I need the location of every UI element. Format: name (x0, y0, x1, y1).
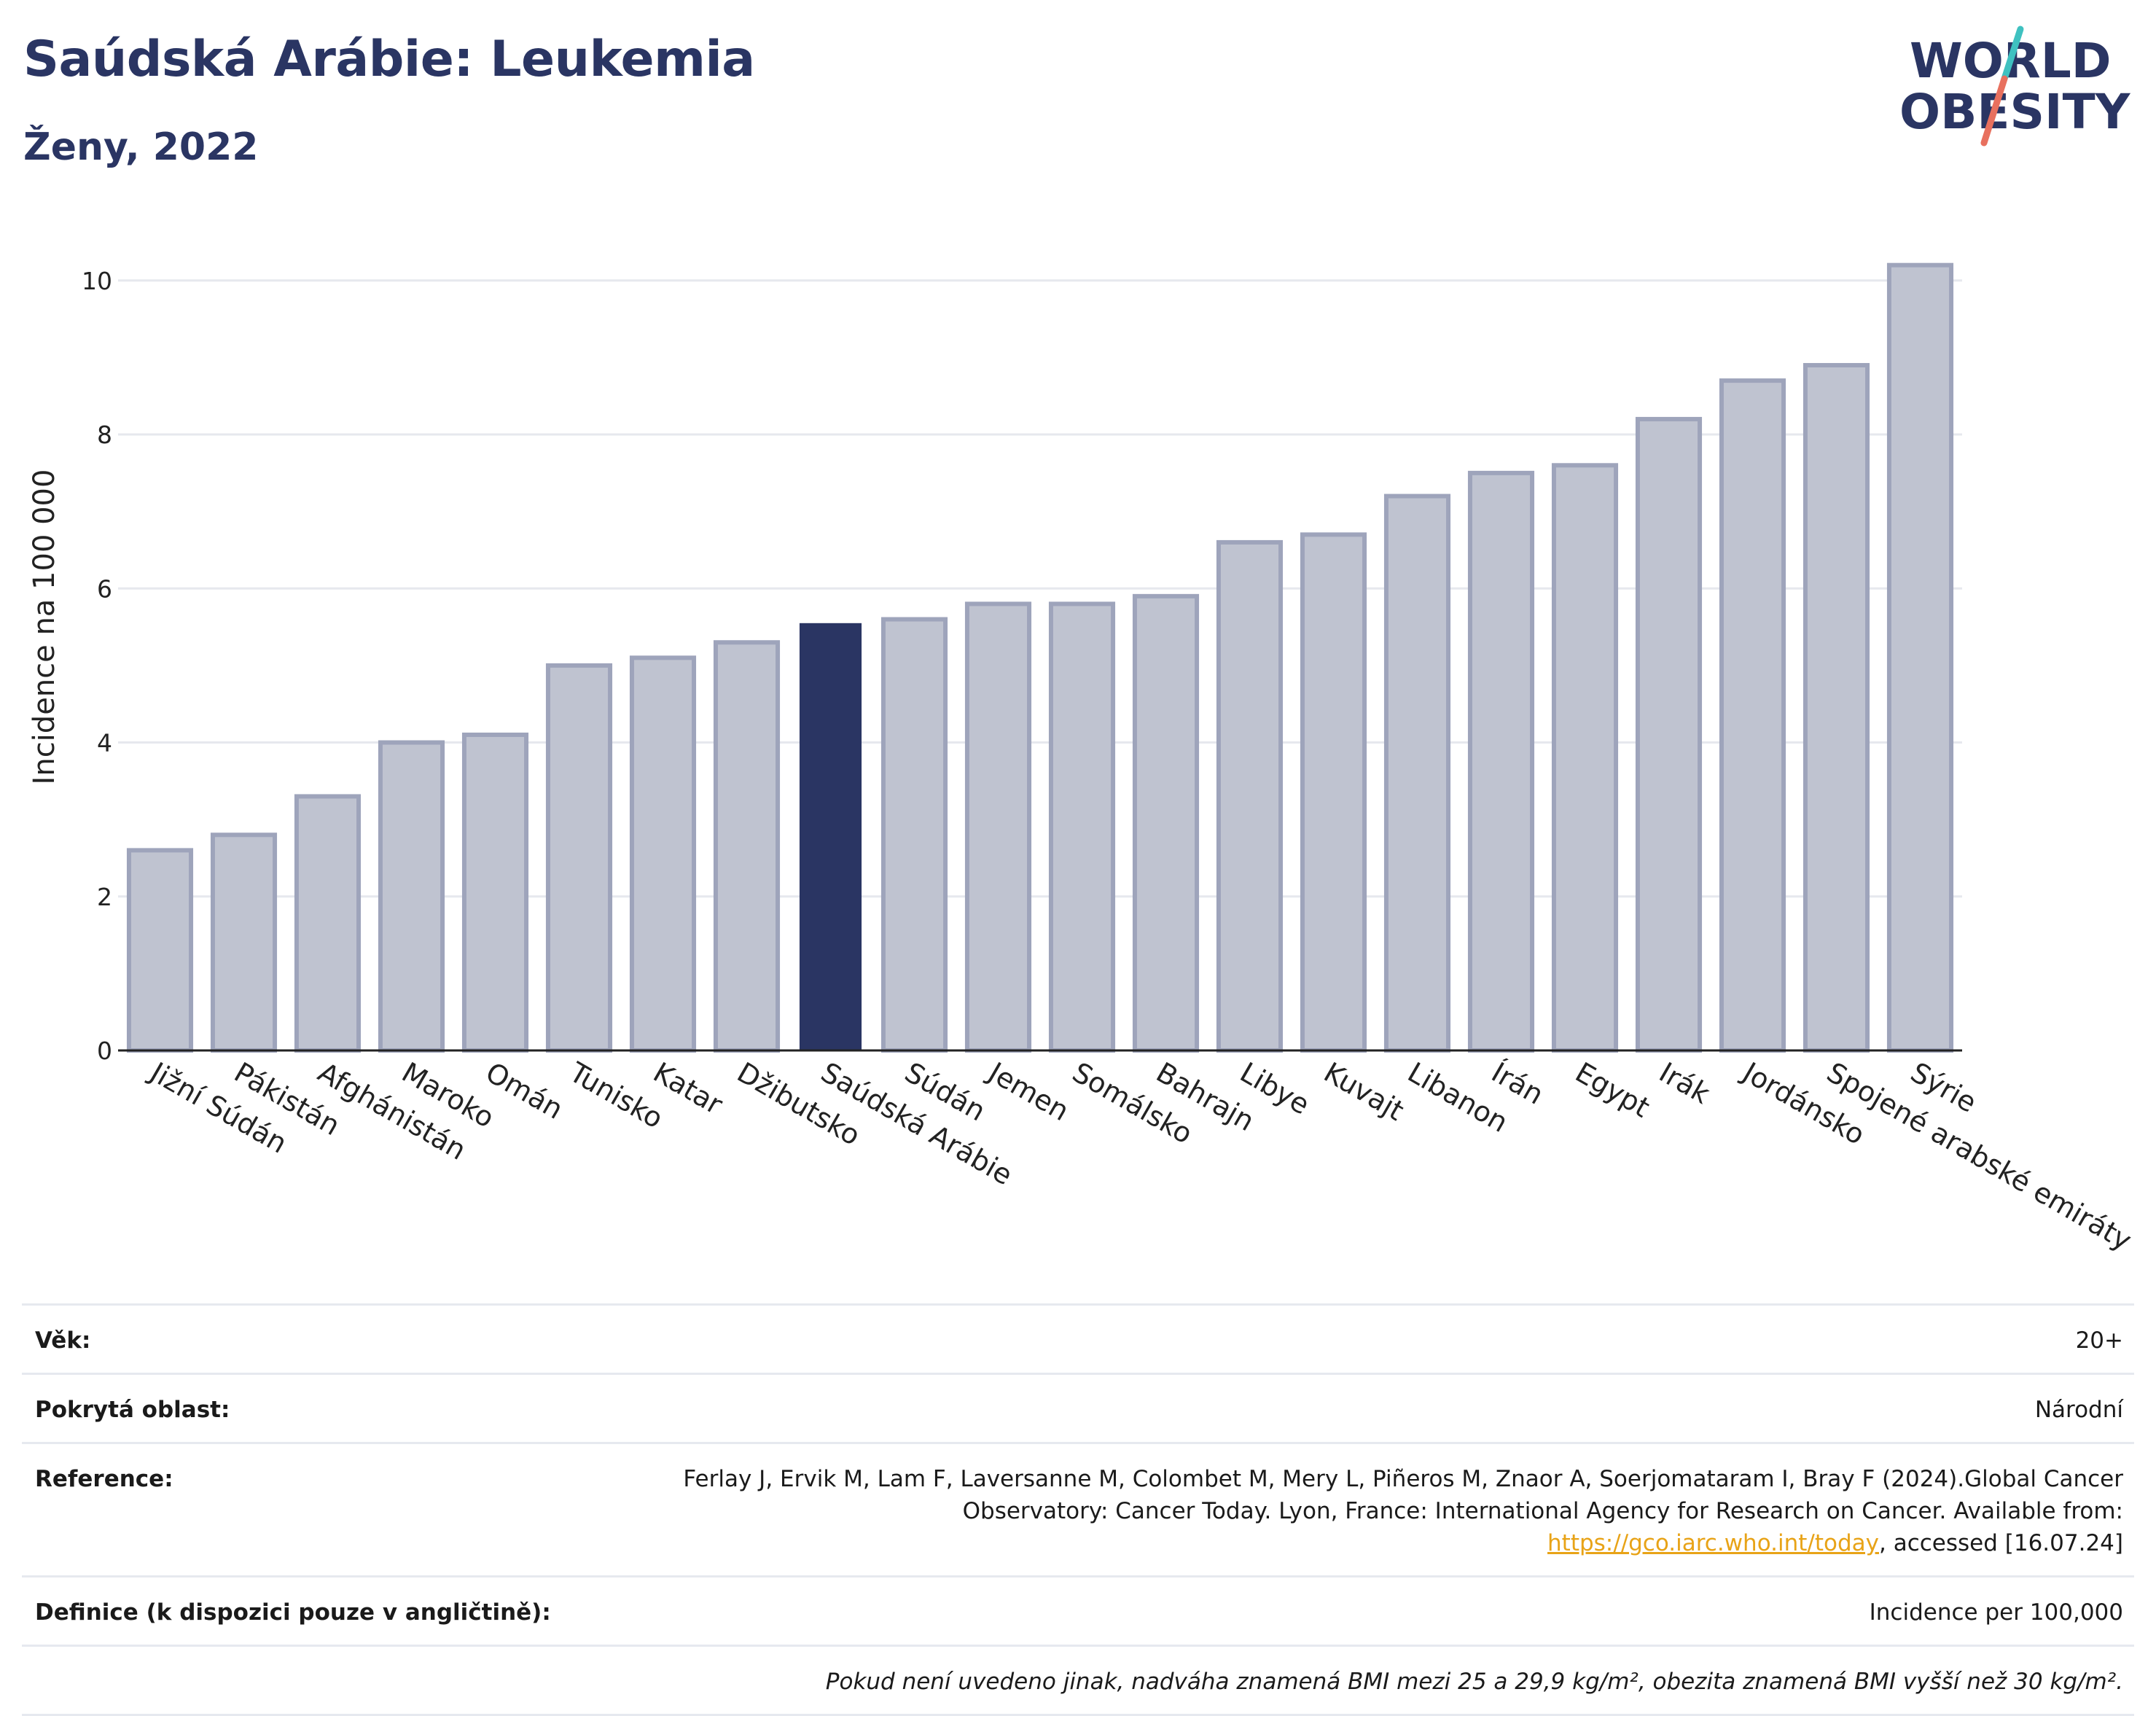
meta-row-reference: Reference: Ferlay J, Ervik M, Lam F, Lav… (22, 1442, 2134, 1575)
y-tick-label: 0 (97, 1037, 112, 1065)
bar-17 (1551, 463, 1619, 1053)
world-obesity-logo: WORLD OBESITY (1899, 26, 2131, 147)
bar-4 (461, 732, 529, 1053)
y-tick-label: 4 (97, 729, 112, 757)
meta-row-note: Pokud není uvedeno jinak, nadváha znamen… (22, 1645, 2134, 1716)
bar-12 (1132, 593, 1200, 1053)
bar-6 (629, 655, 697, 1053)
bar-10 (964, 601, 1032, 1053)
y-tick-label: 10 (82, 267, 112, 295)
bar-15 (1383, 494, 1451, 1053)
category-label: Jemen (982, 1056, 1074, 1128)
coverage-value: Národní (2034, 1397, 2123, 1423)
y-tick-label: 6 (97, 574, 112, 603)
meta-row-age: Věk: 20+ (22, 1303, 2134, 1373)
meta-row-coverage: Pokrytá oblast: Národní (22, 1373, 2134, 1442)
category-label: Tunisko (563, 1056, 668, 1135)
reference-accessed: , accessed [16.07.24] (1878, 1530, 2123, 1556)
bar-14 (1300, 532, 1367, 1053)
reference-value: Ferlay J, Ervik M, Lam F, Laversanne M, … (665, 1463, 2123, 1559)
bar-7 (713, 640, 781, 1053)
logo-slash-teal (2001, 26, 2024, 82)
y-tick-label: 8 (97, 421, 112, 449)
bar-20 (1802, 362, 1870, 1053)
definition-value: Incidence per 100,000 (1869, 1599, 2123, 1626)
bars (126, 262, 1954, 1053)
bar-13 (1216, 539, 1284, 1053)
category-label: Kuvajt (1319, 1056, 1409, 1127)
coverage-label: Pokrytá oblast: (35, 1397, 230, 1423)
bar-19 (1719, 378, 1786, 1053)
category-label: Egypt (1570, 1056, 1655, 1124)
reference-link[interactable]: https://gco.iarc.who.int/today (1547, 1530, 1879, 1556)
chart-title: Saúdská Arábie: Leukemia (23, 31, 755, 88)
chart-subtitle: Ženy, 2022 (23, 125, 259, 169)
logo-word-obesity: OBESITY (1899, 84, 2131, 140)
bar-8 (799, 623, 862, 1050)
bar-chart: 0 2 4 6 8 10 Jižní SúdánPákistánAfghánistánMa… (28, 262, 2137, 1257)
category-label: Spojené arabské emiráty (1821, 1056, 2137, 1257)
logo-slash-coral (1980, 75, 2008, 147)
y-axis-title: Incidence na 100 000 (28, 469, 61, 785)
bar-0 (126, 848, 194, 1053)
axes: 0 2 4 6 8 10 (82, 267, 1962, 1065)
bar-1 (210, 832, 278, 1053)
bmi-note: Pokud není uvedeno jinak, nadváha znamen… (825, 1669, 2123, 1695)
definition-label: Definice (k dispozici pouze v angličtině… (35, 1599, 551, 1626)
bar-3 (378, 740, 445, 1053)
y-tick-label: 2 (97, 883, 112, 911)
category-labels: Jižní SúdánPákistánAfghánistánMarokoOmán… (144, 1056, 2137, 1257)
bar-11 (1048, 601, 1116, 1053)
category-label: Irák (1654, 1056, 1715, 1110)
bar-16 (1467, 470, 1535, 1053)
bar-18 (1635, 416, 1703, 1053)
age-value: 20+ (2075, 1327, 2123, 1354)
bar-21 (1886, 262, 1954, 1053)
bar-9 (880, 617, 948, 1053)
reference-label: Reference: (35, 1466, 173, 1492)
reference-text: Ferlay J, Ervik M, Lam F, Laversanne M, … (683, 1466, 2123, 1524)
bar-2 (294, 794, 362, 1053)
bar-5 (545, 663, 613, 1053)
meta-row-definition: Definice (k dispozici pouze v angličtině… (22, 1575, 2134, 1645)
age-label: Věk: (35, 1327, 91, 1354)
metadata-table: Věk: 20+ Pokrytá oblast: Národní Referen… (22, 1303, 2134, 1716)
